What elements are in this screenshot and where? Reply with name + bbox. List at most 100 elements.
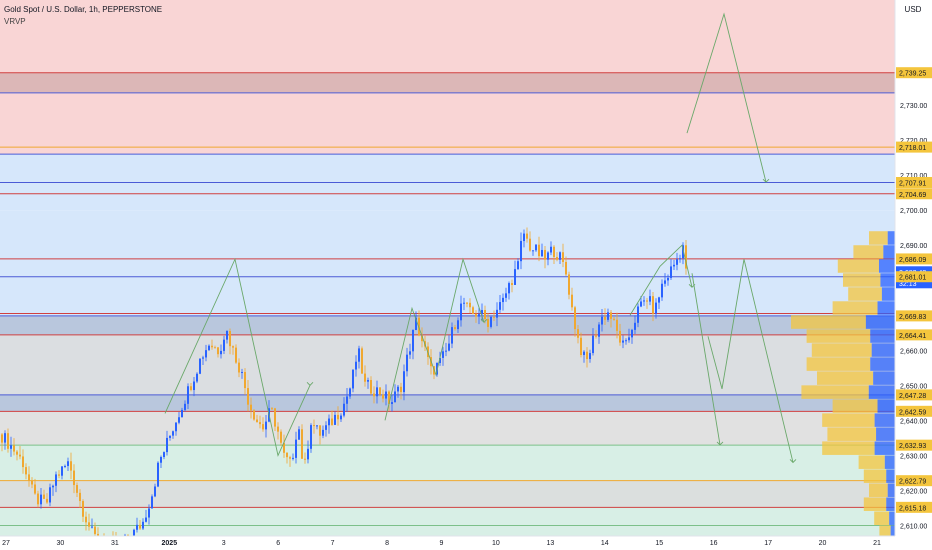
candle-body-50 [151, 496, 153, 509]
vp-bar-up-11 [801, 385, 869, 399]
vp-bar-up-1 [853, 245, 884, 259]
candle-body-150 [451, 327, 453, 344]
candle-body-156 [469, 302, 471, 308]
candle-body-222 [667, 277, 669, 281]
candle-body-201 [604, 316, 606, 320]
price-label-bg-6 [896, 277, 932, 289]
vp-bar-down-21 [890, 525, 895, 540]
candle-body-17 [52, 485, 54, 488]
price-label-bg-7 [896, 271, 932, 283]
vp-bar-up-7 [806, 329, 871, 343]
candle-body-225 [676, 259, 678, 265]
zone-5 [0, 334, 895, 452]
candle-body-196 [589, 353, 591, 360]
candle-body-116 [349, 388, 351, 397]
currency-label[interactable]: USD [904, 5, 922, 14]
candle-body-18 [55, 474, 57, 486]
candle-body-14 [43, 494, 45, 499]
candle-body-28 [85, 516, 87, 523]
projections-layer [164, 12, 797, 464]
candle-body-185 [556, 257, 558, 260]
y-tick-label-10: 2,710.00 [900, 173, 927, 180]
candle-body-3 [10, 445, 12, 449]
symbol-title[interactable]: Gold Spot / U.S. Dollar, 1h, PEPPERSTONE [4, 5, 163, 14]
volume-profile [791, 231, 895, 540]
zones-layer [0, 0, 895, 536]
candle-body-217 [652, 296, 654, 314]
candle-body-134 [403, 371, 405, 393]
candle-body-72 [217, 347, 219, 355]
x-tick-label-0: 27 [2, 540, 10, 547]
candle-body-77 [232, 346, 234, 348]
candle-body-6 [19, 454, 21, 457]
x-tick-label-15: 20 [819, 540, 827, 547]
vp-bar-down-16 [884, 455, 895, 469]
candle-body-132 [397, 386, 399, 392]
price-label-13: 2,622.79 [899, 479, 926, 486]
indicator-label[interactable]: VRVP [4, 17, 26, 26]
zone-6 [0, 394, 895, 412]
time-axis[interactable]: 27 30 31 2025 3 6 7 8 9 10 13 14 15 16 17 20 21 [0, 535, 932, 550]
vp-bar-down-4 [881, 287, 895, 301]
candle-body-198 [595, 335, 597, 337]
candle-body-213 [640, 301, 642, 307]
candle-body-227 [682, 245, 684, 259]
vp-bar-down-14 [876, 427, 895, 441]
candle-body-98 [295, 439, 297, 458]
candle-body-152 [457, 320, 459, 330]
price-label-bg-12 [896, 439, 932, 451]
x-tick-label-5: 6 [276, 540, 280, 547]
price-label-bg-13 [896, 475, 932, 487]
vp-bar-down-18 [887, 483, 895, 497]
projection-arrow-3 [762, 178, 770, 183]
candle-body-10 [31, 480, 33, 485]
candle-body-96 [289, 457, 291, 459]
candle-body-170 [511, 283, 513, 285]
candle-body-197 [592, 335, 594, 354]
candle-body-58 [175, 422, 177, 432]
price-axis[interactable]: 2,610.00 2,620.00 2,630.00 2,640.00 2,650.00… [894, 0, 932, 550]
candle-body-66 [199, 358, 201, 374]
vp-bar-down-0 [887, 231, 895, 245]
vp-bar-up-14 [827, 427, 877, 441]
price-label-2: 2,707.91 [899, 180, 926, 187]
candle-body-21 [64, 465, 66, 467]
candle-body-78 [235, 347, 237, 363]
candle-body-29 [88, 522, 90, 527]
vp-bar-down-17 [886, 469, 895, 483]
projection-path-5 [707, 259, 794, 463]
candle-body-131 [394, 391, 396, 403]
x-tick-label-16: 21 [873, 540, 881, 547]
vp-bar-up-18 [869, 483, 888, 497]
x-tick-label-6: 7 [331, 540, 335, 547]
candle-body-111 [334, 414, 336, 425]
candle-body-123 [370, 380, 372, 394]
candle-body-9 [28, 474, 30, 481]
x-tick-label-3: 2025 [162, 540, 178, 547]
candle-body-175 [526, 233, 528, 239]
vp-bar-down-11 [868, 385, 895, 399]
vp-bar-down-13 [874, 413, 895, 427]
candle-body-157 [472, 307, 474, 315]
candle-body-73 [220, 350, 222, 355]
vp-bar-up-10 [817, 371, 874, 385]
vp-bar-up-9 [806, 357, 871, 371]
candle-body-4 [13, 445, 15, 452]
x-tick-label-10: 13 [546, 540, 554, 547]
candle-body-154 [463, 302, 465, 304]
candle-body-31 [94, 526, 96, 534]
candle-body-181 [544, 249, 546, 260]
price-label-bg-8 [896, 310, 932, 322]
candle-body-99 [298, 429, 300, 440]
x-tick-label-1: 30 [57, 540, 65, 547]
candle-body-173 [520, 241, 522, 262]
candle-body-91 [274, 408, 276, 427]
candle-body-79 [238, 362, 240, 373]
y-tick-label-3: 2,640.00 [900, 418, 927, 425]
candle-body-100 [301, 429, 303, 459]
candle-body-19 [58, 474, 60, 476]
candle-body-133 [400, 386, 402, 393]
candle-body-51 [154, 486, 156, 497]
candle-body-215 [646, 300, 648, 302]
